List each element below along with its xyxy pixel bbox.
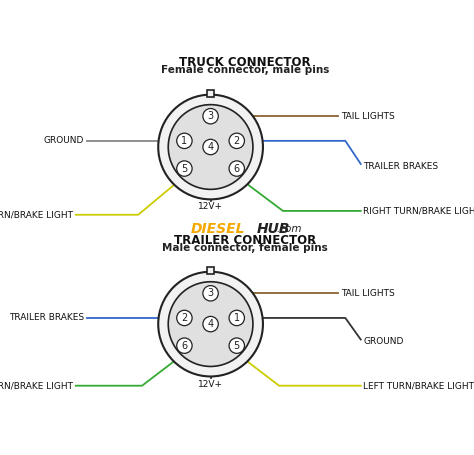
Circle shape: [177, 133, 192, 148]
Text: 6: 6: [234, 163, 240, 173]
Circle shape: [158, 95, 263, 199]
Text: 6: 6: [182, 341, 188, 351]
Text: 5: 5: [234, 341, 240, 351]
Text: TRAILER BRAKES: TRAILER BRAKES: [363, 162, 438, 171]
Text: 5: 5: [181, 163, 188, 173]
Text: 4: 4: [208, 142, 214, 152]
Text: .com: .com: [276, 224, 301, 234]
Text: TRAILER CONNECTOR: TRAILER CONNECTOR: [174, 234, 316, 247]
Text: 1: 1: [234, 313, 240, 323]
Text: 3: 3: [208, 288, 214, 298]
Bar: [207, 90, 214, 97]
Text: Female connector, male pins: Female connector, male pins: [161, 66, 329, 76]
Circle shape: [229, 161, 245, 176]
Text: 2: 2: [234, 136, 240, 146]
Circle shape: [203, 139, 219, 155]
Bar: [207, 267, 214, 274]
Text: TRAILER BRAKES: TRAILER BRAKES: [9, 313, 84, 323]
Circle shape: [177, 310, 192, 326]
Text: 2: 2: [181, 313, 188, 323]
Text: 1: 1: [182, 136, 188, 146]
Text: RIGHT TURN/BRAKE LIGHT: RIGHT TURN/BRAKE LIGHT: [0, 381, 73, 390]
Circle shape: [168, 282, 253, 366]
Text: 12V+: 12V+: [198, 379, 223, 389]
Circle shape: [203, 286, 219, 301]
Text: GROUND: GROUND: [363, 337, 403, 345]
Text: TRUCK CONNECTOR: TRUCK CONNECTOR: [180, 56, 311, 69]
Text: 4: 4: [208, 319, 214, 329]
Circle shape: [158, 272, 263, 376]
Text: LEFT TURN/BRAKE LIGHT: LEFT TURN/BRAKE LIGHT: [363, 381, 474, 390]
Text: GROUND: GROUND: [44, 136, 84, 145]
Circle shape: [203, 316, 219, 332]
Circle shape: [229, 133, 245, 148]
Circle shape: [229, 310, 245, 326]
Text: DIESEL: DIESEL: [191, 222, 245, 237]
Text: LEFT TURN/BRAKE LIGHT: LEFT TURN/BRAKE LIGHT: [0, 210, 73, 219]
Circle shape: [229, 338, 245, 354]
Text: 3: 3: [208, 111, 214, 121]
Text: 12V+: 12V+: [198, 202, 223, 212]
Circle shape: [168, 105, 253, 189]
Circle shape: [177, 161, 192, 176]
Text: TAIL LIGHTS: TAIL LIGHTS: [341, 111, 394, 121]
Text: TAIL LIGHTS: TAIL LIGHTS: [341, 289, 394, 298]
Text: HUB: HUB: [257, 222, 290, 237]
Circle shape: [203, 108, 219, 124]
Text: RIGHT TURN/BRAKE LIGHT: RIGHT TURN/BRAKE LIGHT: [363, 207, 474, 215]
Text: Male connector, female pins: Male connector, female pins: [163, 243, 328, 253]
Circle shape: [177, 338, 192, 354]
